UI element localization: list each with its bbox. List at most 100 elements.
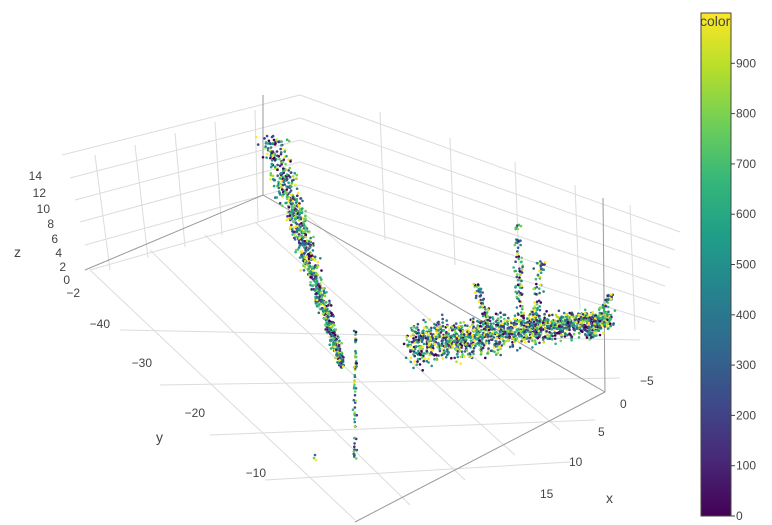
scatter-point — [269, 173, 273, 177]
scatter-point — [461, 340, 465, 344]
scatter-point — [284, 162, 287, 166]
scatter-point — [539, 301, 543, 304]
colorbar-tick: 100 — [736, 459, 756, 473]
scatter-point — [542, 340, 546, 344]
scatter-point — [508, 319, 512, 322]
scatter-point — [271, 150, 275, 153]
scatter-point — [505, 339, 508, 343]
scatter-point — [355, 457, 358, 460]
z-tick: 2 — [59, 260, 66, 274]
scatter-point — [508, 332, 511, 336]
scatter-point — [274, 142, 277, 145]
scatter-point — [514, 325, 517, 329]
scatter-point — [338, 349, 342, 353]
scatter-point — [560, 319, 564, 323]
scatter-point — [550, 332, 553, 335]
x-tick: 10 — [569, 455, 583, 469]
scatter-point — [521, 265, 524, 269]
scatter-point — [313, 259, 317, 262]
scatter-point — [604, 311, 608, 315]
colorbar[interactable]: color 900 800 700 600 500 400 300 200 100 0 — [700, 12, 756, 523]
scatter-point — [286, 215, 289, 218]
scatter-point — [526, 326, 530, 329]
scatter-point — [577, 336, 581, 339]
z-tick: 8 — [47, 217, 54, 231]
scatter-point — [460, 332, 463, 336]
scatter-point — [435, 326, 439, 330]
scatter-point — [543, 260, 547, 264]
grid-line — [299, 184, 661, 305]
scatter-point — [417, 331, 421, 335]
scatter-point — [290, 228, 294, 231]
scatter-point — [301, 230, 305, 234]
scatter-point — [495, 331, 498, 334]
scatter-point — [535, 300, 539, 304]
scatter-point — [331, 333, 334, 337]
scatter-point — [558, 317, 562, 321]
scatter-point — [306, 248, 310, 252]
scatter-point — [279, 171, 283, 175]
scatter-point — [479, 288, 483, 291]
scatter-point — [353, 425, 357, 429]
scatter-point — [512, 322, 515, 326]
scatter-point — [545, 330, 548, 333]
scatter-point — [507, 339, 511, 343]
scatter-point — [415, 363, 419, 367]
scatter-point — [336, 354, 339, 357]
scatter-point — [412, 326, 416, 329]
scatter-point — [315, 304, 319, 308]
scatter-point — [287, 197, 291, 200]
scatter-point — [303, 259, 307, 263]
scatter-point — [534, 335, 537, 338]
scatter-point — [464, 328, 468, 332]
scatter-point — [539, 264, 542, 267]
scatter-point — [285, 154, 288, 158]
scatter-point — [275, 150, 279, 153]
scatter-point — [299, 197, 302, 200]
scatter-point — [352, 452, 356, 456]
scatter-point — [421, 338, 424, 342]
scene-box — [84, 95, 606, 523]
scatter-point — [436, 345, 439, 349]
grid-line — [299, 139, 671, 269]
scatter-point — [409, 360, 413, 364]
scatter-point — [598, 333, 602, 337]
scatter-point — [502, 328, 505, 332]
scatter-point — [427, 357, 430, 361]
scatter-point — [570, 312, 573, 316]
scatter-point — [303, 246, 306, 249]
scatter-point — [333, 340, 337, 344]
scatter-point — [300, 222, 303, 225]
scatter-point — [459, 329, 462, 333]
scatter-point — [320, 269, 323, 272]
scatter-point — [565, 326, 568, 330]
scatter-point — [579, 320, 583, 324]
scatter-point — [515, 255, 518, 259]
scatter-point — [292, 211, 296, 215]
scatter-point — [582, 324, 585, 328]
scatter-point — [447, 332, 451, 336]
scatter-point — [515, 295, 518, 299]
scatter-point — [279, 193, 282, 196]
scatter-point — [523, 324, 526, 328]
scatter-point — [493, 350, 496, 354]
scatter-point — [264, 145, 268, 148]
scatter-point — [308, 265, 312, 268]
scatter-point — [421, 352, 424, 356]
scatter-point — [459, 336, 463, 340]
scatter-point — [275, 138, 278, 142]
scatter-point — [327, 304, 330, 307]
scatter-point — [519, 260, 523, 264]
scatter-point — [314, 458, 318, 462]
scatter-point — [484, 342, 487, 345]
scatter-point — [540, 262, 544, 265]
scatter-point — [583, 308, 587, 312]
scatter-point — [313, 289, 317, 292]
scatter-point — [437, 354, 440, 357]
scatter-point — [292, 220, 295, 223]
scatter-point — [475, 342, 478, 346]
scatter-point — [577, 313, 581, 317]
scatter-point — [531, 310, 534, 314]
scatter-point — [416, 357, 420, 361]
